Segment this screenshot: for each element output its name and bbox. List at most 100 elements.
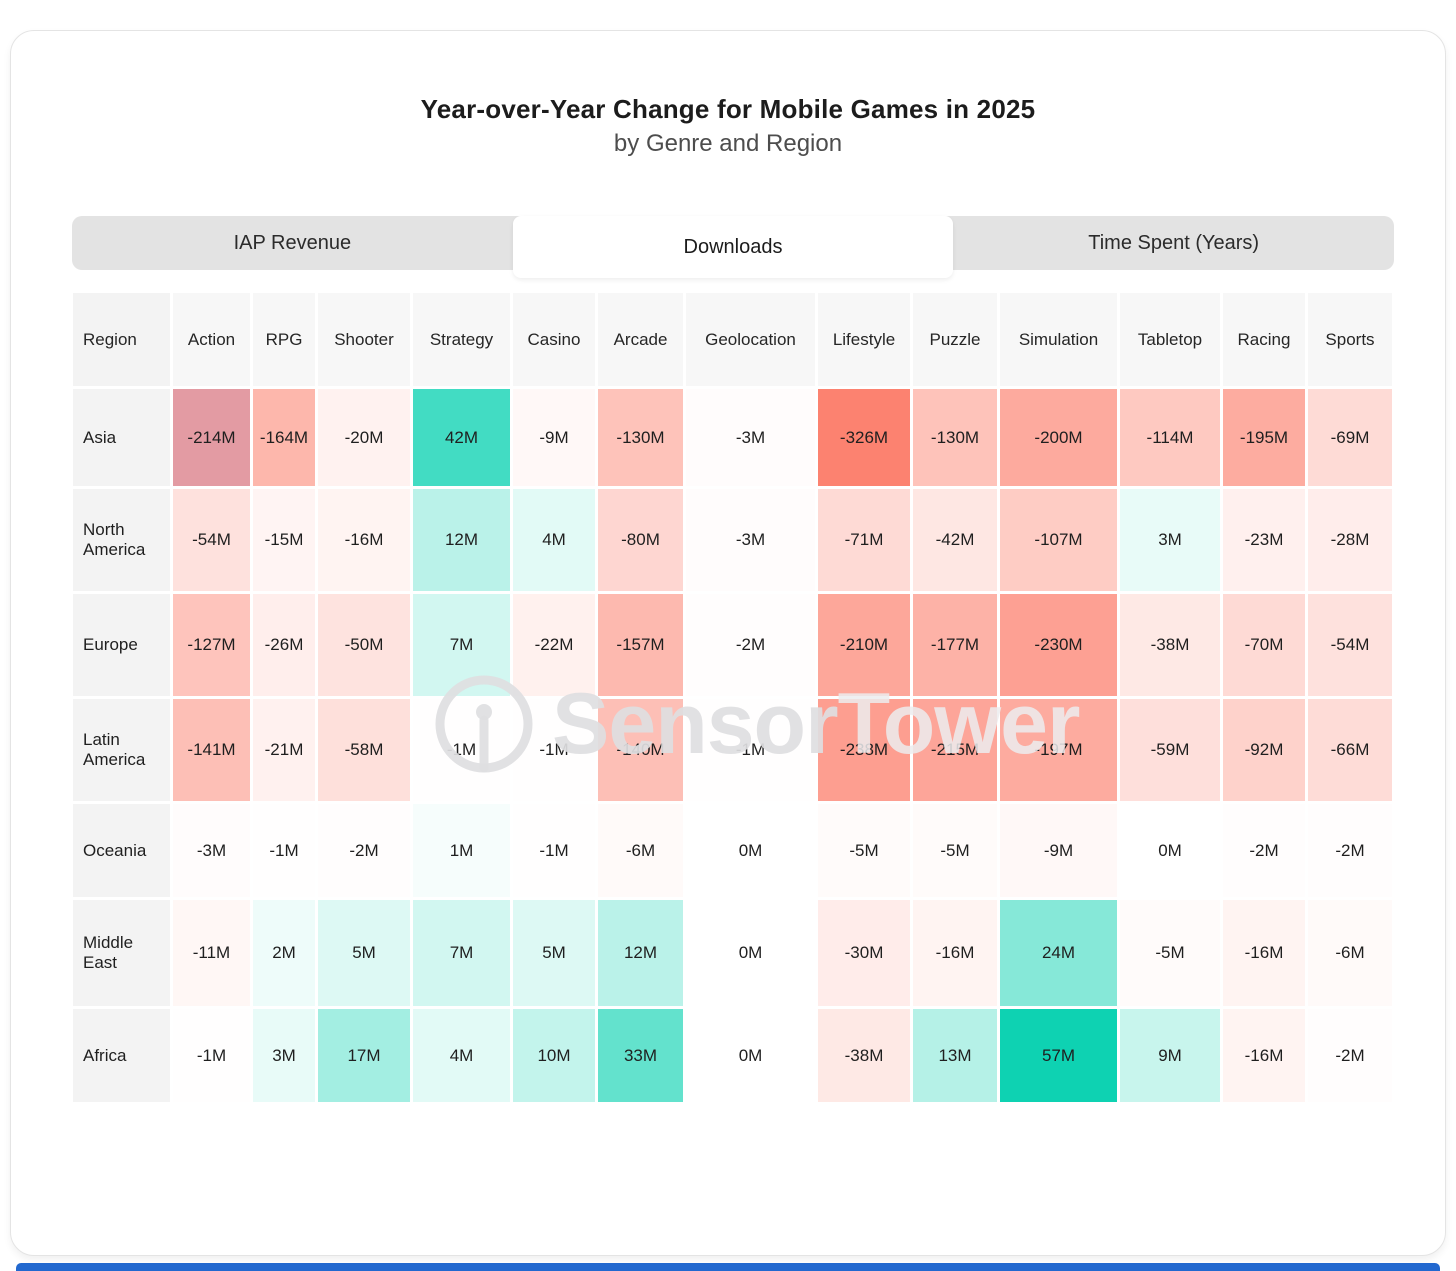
heatmap-cell[interactable]: -107M bbox=[1000, 489, 1117, 591]
heatmap-cell[interactable]: 12M bbox=[413, 489, 510, 591]
heatmap-cell[interactable]: 12M bbox=[598, 900, 683, 1006]
heatmap-cell[interactable]: -164M bbox=[253, 389, 315, 486]
heatmap-cell[interactable]: -70M bbox=[1223, 594, 1305, 696]
heatmap-cell[interactable]: 2M bbox=[253, 900, 315, 1006]
heatmap-cell[interactable]: -6M bbox=[1308, 900, 1392, 1006]
heatmap-cell[interactable]: 5M bbox=[318, 900, 410, 1006]
heatmap-cell[interactable]: -230M bbox=[1000, 594, 1117, 696]
heatmap-cell[interactable]: -15M bbox=[253, 489, 315, 591]
row-label-middle-east: Middle East bbox=[73, 900, 170, 1006]
heatmap-cell[interactable]: -1M bbox=[513, 804, 595, 897]
heatmap-cell[interactable]: 13M bbox=[913, 1009, 997, 1102]
heatmap-cell[interactable]: -20M bbox=[318, 389, 410, 486]
heatmap-cell[interactable]: -114M bbox=[1120, 389, 1220, 486]
heatmap-cell[interactable]: -54M bbox=[173, 489, 250, 591]
heatmap-cell[interactable]: -16M bbox=[913, 900, 997, 1006]
heatmap-cell[interactable]: -69M bbox=[1308, 389, 1392, 486]
heatmap-cell[interactable]: 24M bbox=[1000, 900, 1117, 1006]
heatmap-cell[interactable]: -54M bbox=[1308, 594, 1392, 696]
heatmap-cell[interactable]: 33M bbox=[598, 1009, 683, 1102]
heatmap-cell[interactable]: -58M bbox=[318, 699, 410, 801]
heatmap-cell[interactable]: 0M bbox=[686, 1009, 815, 1102]
tab-downloads[interactable]: Downloads bbox=[512, 216, 954, 278]
heatmap-cell[interactable]: -195M bbox=[1223, 389, 1305, 486]
heatmap-cell[interactable]: -3M bbox=[173, 804, 250, 897]
heatmap-cell[interactable]: -326M bbox=[818, 389, 910, 486]
heatmap-cell[interactable]: -157M bbox=[598, 594, 683, 696]
heatmap-cell[interactable]: -127M bbox=[173, 594, 250, 696]
heatmap-cell[interactable]: -177M bbox=[913, 594, 997, 696]
heatmap-cell[interactable]: -130M bbox=[913, 389, 997, 486]
heatmap-cell[interactable]: -5M bbox=[818, 804, 910, 897]
heatmap-cell[interactable]: -71M bbox=[818, 489, 910, 591]
heatmap-cell[interactable]: 1M bbox=[413, 804, 510, 897]
heatmap-cell[interactable]: -16M bbox=[1223, 1009, 1305, 1102]
heatmap-cell[interactable]: 0M bbox=[686, 900, 815, 1006]
heatmap-cell[interactable]: -59M bbox=[1120, 699, 1220, 801]
heatmap-cell[interactable]: -1M bbox=[513, 699, 595, 801]
row-label-north-america: North America bbox=[73, 489, 170, 591]
heatmap-cell[interactable]: -42M bbox=[913, 489, 997, 591]
heatmap-cell[interactable]: -16M bbox=[1223, 900, 1305, 1006]
heatmap-cell[interactable]: -2M bbox=[1308, 1009, 1392, 1102]
heatmap-cell[interactable]: -38M bbox=[818, 1009, 910, 1102]
heatmap-cell[interactable]: -28M bbox=[1308, 489, 1392, 591]
heatmap-cell[interactable]: -130M bbox=[598, 389, 683, 486]
column-header-shooter: Shooter bbox=[318, 293, 410, 386]
heatmap-cell[interactable]: -23M bbox=[1223, 489, 1305, 591]
heatmap-cell[interactable]: 4M bbox=[513, 489, 595, 591]
heatmap-cell[interactable]: -26M bbox=[253, 594, 315, 696]
heatmap-cell[interactable]: -197M bbox=[1000, 699, 1117, 801]
heatmap-cell[interactable]: -210M bbox=[818, 594, 910, 696]
tab-time-spent[interactable]: Time Spent (Years) bbox=[1088, 231, 1260, 254]
heatmap-cell[interactable]: -2M bbox=[1308, 804, 1392, 897]
heatmap-cell[interactable]: 7M bbox=[413, 594, 510, 696]
heatmap-cell[interactable]: -5M bbox=[1120, 900, 1220, 1006]
heatmap-cell[interactable]: -5M bbox=[913, 804, 997, 897]
heatmap-cell[interactable]: -214M bbox=[173, 389, 250, 486]
heatmap-cell[interactable]: -140M bbox=[598, 699, 683, 801]
heatmap-cell[interactable]: 0M bbox=[686, 804, 815, 897]
heatmap-cell[interactable]: -66M bbox=[1308, 699, 1392, 801]
heatmap-cell[interactable]: -30M bbox=[818, 900, 910, 1006]
heatmap-cell[interactable]: -6M bbox=[598, 804, 683, 897]
heatmap-cell[interactable]: 17M bbox=[318, 1009, 410, 1102]
heatmap-cell[interactable]: 5M bbox=[513, 900, 595, 1006]
heatmap-cell[interactable]: -1M bbox=[413, 699, 510, 801]
heatmap-cell[interactable]: 4M bbox=[413, 1009, 510, 1102]
column-header-lifestyle: Lifestyle bbox=[818, 293, 910, 386]
heatmap-cell[interactable]: -16M bbox=[318, 489, 410, 591]
heatmap-cell[interactable]: 10M bbox=[513, 1009, 595, 1102]
heatmap-cell[interactable]: 7M bbox=[413, 900, 510, 1006]
heatmap-cell[interactable]: -21M bbox=[253, 699, 315, 801]
heatmap-cell[interactable]: -2M bbox=[318, 804, 410, 897]
heatmap-cell[interactable]: 42M bbox=[413, 389, 510, 486]
heatmap-cell[interactable]: -3M bbox=[686, 489, 815, 591]
heatmap-cell[interactable]: -9M bbox=[513, 389, 595, 486]
heatmap-cell[interactable]: 3M bbox=[253, 1009, 315, 1102]
heatmap-cell[interactable]: -2M bbox=[686, 594, 815, 696]
heatmap-cell[interactable]: -1M bbox=[253, 804, 315, 897]
heatmap-cell[interactable]: -9M bbox=[1000, 804, 1117, 897]
tab-iap-revenue[interactable]: IAP Revenue bbox=[233, 231, 352, 254]
heatmap-cell[interactable]: -11M bbox=[173, 900, 250, 1006]
heatmap-cell[interactable]: 0M bbox=[1120, 804, 1220, 897]
heatmap-cell[interactable]: -215M bbox=[913, 699, 997, 801]
heatmap-cell[interactable]: -22M bbox=[513, 594, 595, 696]
heatmap-cell[interactable]: -3M bbox=[686, 389, 815, 486]
heatmap-cell[interactable]: -50M bbox=[318, 594, 410, 696]
heatmap-cell[interactable]: -1M bbox=[173, 1009, 250, 1102]
heatmap-cell[interactable]: -92M bbox=[1223, 699, 1305, 801]
heatmap-cell[interactable]: -2M bbox=[1223, 804, 1305, 897]
heatmap-cell[interactable]: -80M bbox=[598, 489, 683, 591]
heatmap-cell[interactable]: -238M bbox=[818, 699, 910, 801]
heatmap-cell[interactable]: -38M bbox=[1120, 594, 1220, 696]
heatmap-cell[interactable]: 9M bbox=[1120, 1009, 1220, 1102]
column-header-puzzle: Puzzle bbox=[913, 293, 997, 386]
row-label-latin-america: Latin America bbox=[73, 699, 170, 801]
heatmap-cell[interactable]: 57M bbox=[1000, 1009, 1117, 1102]
heatmap-cell[interactable]: -141M bbox=[173, 699, 250, 801]
heatmap-cell[interactable]: -200M bbox=[1000, 389, 1117, 486]
heatmap-cell[interactable]: 3M bbox=[1120, 489, 1220, 591]
heatmap-cell[interactable]: -1M bbox=[686, 699, 815, 801]
